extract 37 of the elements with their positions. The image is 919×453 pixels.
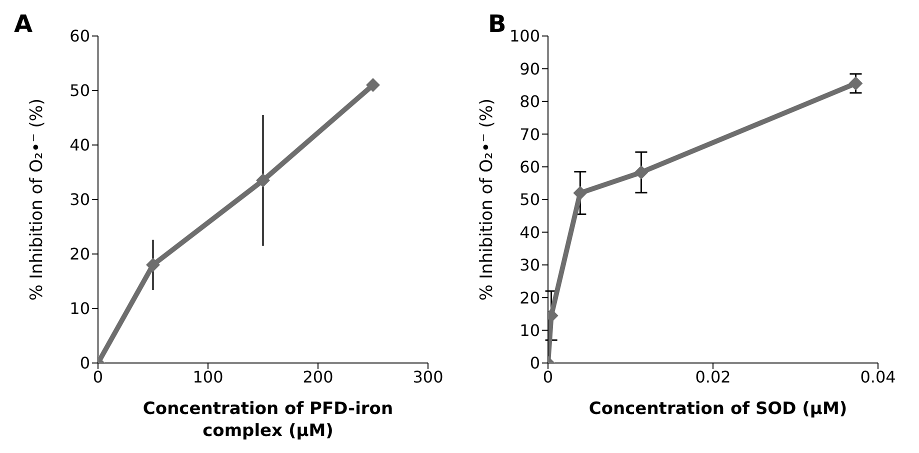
point <box>146 258 160 272</box>
y-tick-label: 0 <box>80 354 90 373</box>
y-tick-label: 60 <box>520 157 540 176</box>
x-tick-label: 200 <box>302 367 334 386</box>
y-tick-label: 30 <box>520 256 540 275</box>
x-tick-label: 0.04 <box>860 367 896 386</box>
y-tick-label: 50 <box>70 81 90 100</box>
point <box>366 78 380 92</box>
x-axis-title: Concentration of SOD (µM) <box>588 398 848 420</box>
x-tick-label: 100 <box>192 367 224 386</box>
x-tick-label: 0 <box>542 367 554 386</box>
x-tick-label: 0 <box>92 367 104 386</box>
y-tick-label: 100 <box>509 26 540 46</box>
y-tick-label: 20 <box>70 244 90 264</box>
chart-title: B <box>488 10 506 38</box>
point <box>256 173 270 188</box>
x-tick-label: 300 <box>412 367 444 386</box>
chart-title: A <box>14 10 33 38</box>
y-axis-title: % Inhibition of O₂•⁻ (%) <box>477 98 498 301</box>
x-axis-title: Concentration of PFD-iron complex (µM) <box>142 398 394 442</box>
point <box>848 76 863 90</box>
y-tick-label: 10 <box>520 320 540 340</box>
point <box>573 186 588 200</box>
y-tick-label: 90 <box>520 59 540 78</box>
y-axis-title: % Inhibition of O₂•⁻ (%) <box>27 98 48 301</box>
y-tick-label: 50 <box>520 190 540 210</box>
y-tick-label: 40 <box>520 222 540 242</box>
point <box>634 165 648 180</box>
y-tick-label: 0 <box>530 354 540 373</box>
y-tick-label: 60 <box>70 26 90 46</box>
x-tick-label: 0.02 <box>695 367 731 386</box>
y-tick-label: 40 <box>70 136 90 155</box>
y-tick-label: 10 <box>70 299 90 318</box>
y-tick-label: 20 <box>520 288 540 308</box>
y-tick-label: 70 <box>520 124 540 144</box>
y-tick-label: 30 <box>70 190 90 210</box>
y-tick-label: 80 <box>520 92 540 112</box>
